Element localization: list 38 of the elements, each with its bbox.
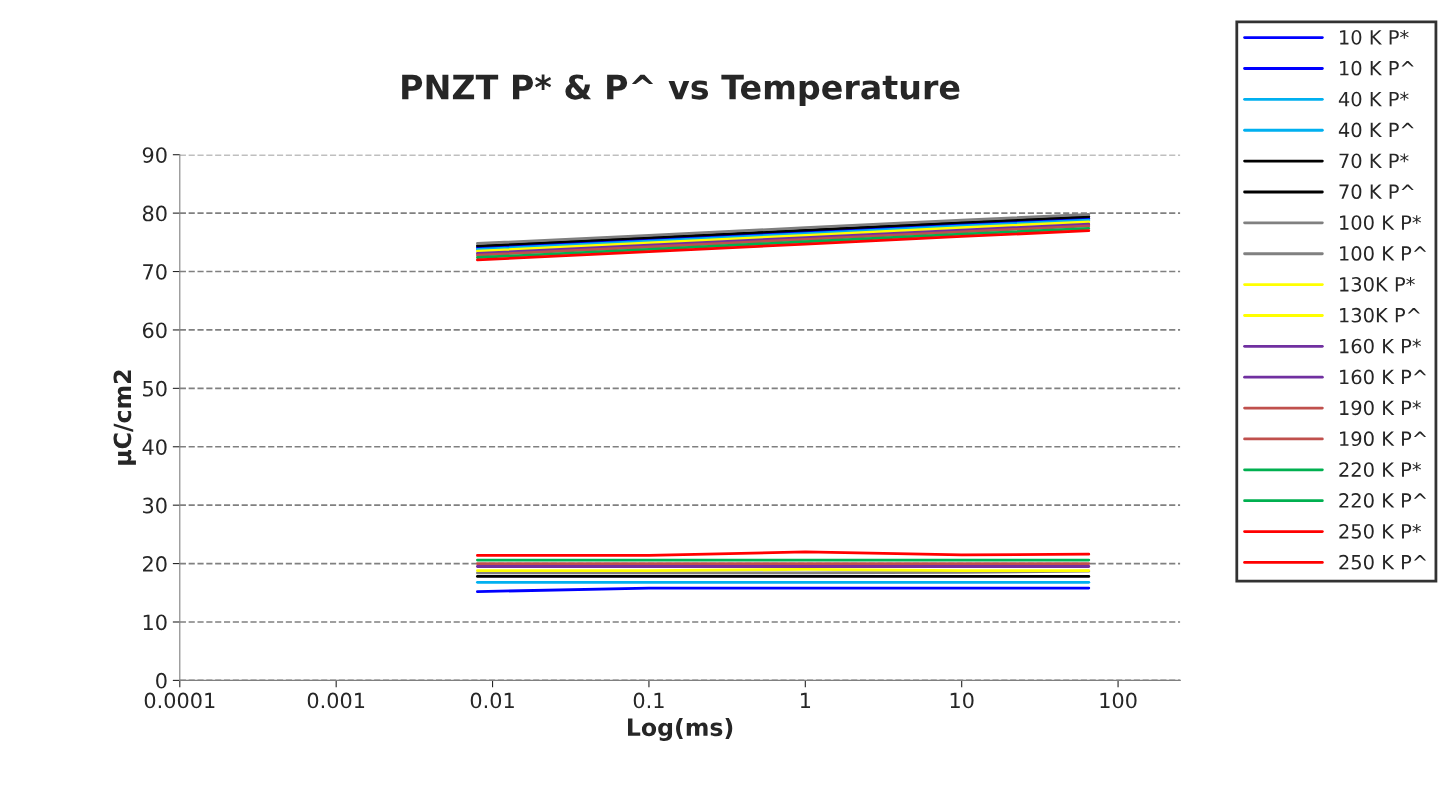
legend-label: 250 K P^ <box>1339 554 1427 570</box>
y-tick-label: 30 <box>143 497 167 514</box>
legend-label: 220 K P* <box>1339 462 1421 477</box>
x-tick-label: 0.0001 <box>144 692 215 709</box>
legend-label: 70 K P* <box>1339 153 1409 169</box>
x-tick-label: 0.001 <box>307 692 365 709</box>
y-axis-title: µC/cm2 <box>113 370 136 465</box>
y-tick-label: 90 <box>142 147 167 163</box>
y-tick-label: 40 <box>142 439 167 455</box>
x-tick-label: 1 <box>800 692 811 709</box>
legend-label: 190 K P^ <box>1340 431 1427 447</box>
x-tick-label: 0.1 <box>633 692 664 709</box>
chart-title: PNZT P* & P^ vs Temperature <box>402 74 960 107</box>
legend-label: 130K P* <box>1340 276 1415 292</box>
legend-label: 250 K P* <box>1339 523 1421 539</box>
legend-label: 40 K P* <box>1338 91 1409 107</box>
x-tick-label: 0.01 <box>470 692 514 709</box>
y-tick-label: 60 <box>142 322 167 339</box>
legend-label: 220 K P^ <box>1339 493 1427 508</box>
y-tick-label: 10 <box>143 614 167 631</box>
y-tick-label: 0 <box>156 672 167 689</box>
legend-label: 100 K P* <box>1340 215 1421 230</box>
legend-label: 130K P^ <box>1340 307 1420 323</box>
legend-label: 10 K P^ <box>1340 60 1414 76</box>
legend-label: 190 K P* <box>1340 400 1421 416</box>
legend-label: 40 K P^ <box>1338 122 1414 138</box>
y-tick-label: 20 <box>143 556 167 572</box>
legend-label: 100 K P^ <box>1340 246 1427 261</box>
y-tick-label: 70 <box>143 263 167 280</box>
y-tick-label: 50 <box>143 380 167 397</box>
x-tick-label: 100 <box>1100 692 1137 709</box>
x-tick-label: 10 <box>950 692 974 709</box>
legend-label: 10 K P* <box>1340 29 1409 45</box>
legend-label: 70 K P^ <box>1339 184 1414 200</box>
y-tick-label: 80 <box>142 205 167 222</box>
legend-label: 160 K P^ <box>1340 369 1427 385</box>
x-axis-title: Log(ms) <box>628 717 733 741</box>
legend-label: 160 K P* <box>1340 338 1421 354</box>
